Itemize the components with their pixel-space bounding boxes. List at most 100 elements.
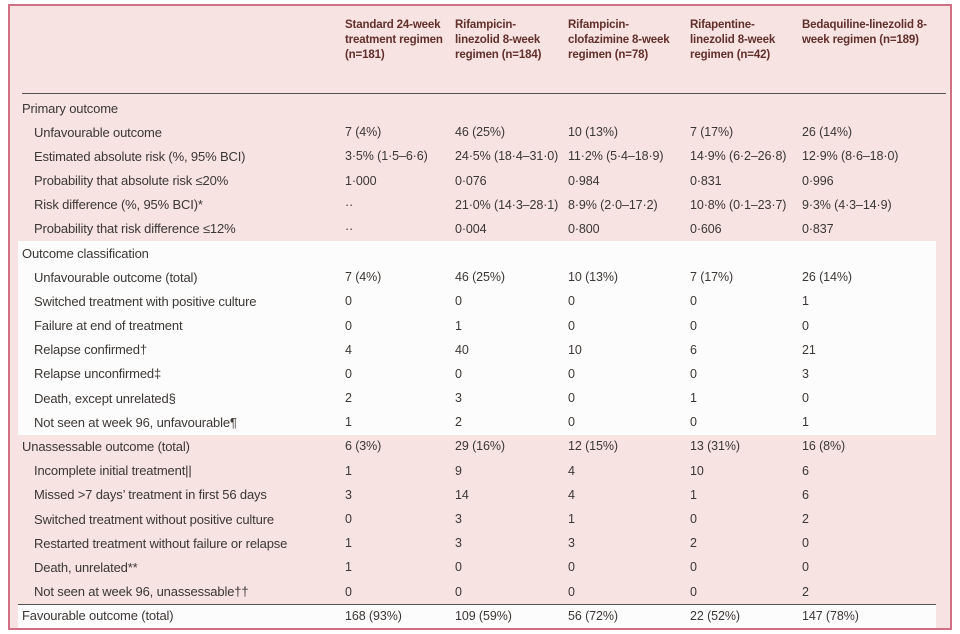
header-rule xyxy=(22,93,946,94)
cell-value: 0 xyxy=(568,294,575,309)
cell-value: 29 (16%) xyxy=(455,439,505,454)
cell-value: 14·9% (6·2–26·8) xyxy=(690,149,787,164)
cell-value: 0·984 xyxy=(568,173,600,188)
cell-value: 0·004 xyxy=(455,221,487,236)
cell-value: 2 xyxy=(455,415,462,430)
cell-value: 9·3% (4·3–14·9) xyxy=(802,197,892,212)
row-label: Relapse unconfirmed‡ xyxy=(34,366,162,382)
cell-value: 0 xyxy=(690,294,697,309)
cell-value: 0·076 xyxy=(455,173,487,188)
table-row: Probability that risk difference ≤12% ·· 0… xyxy=(10,217,950,241)
row-label: Not seen at week 96, unassessable†† xyxy=(34,584,249,600)
cell-value: 0 xyxy=(690,584,697,599)
cell-value: 0 xyxy=(568,318,575,333)
cell-value: 6 (3%) xyxy=(345,439,382,454)
table-row: Not seen at week 96, unassessable†† 0 0 0 0 2 xyxy=(10,579,950,603)
table-row: Death, unrelated** 1 0 0 0 0 xyxy=(10,555,950,579)
cell-value: 0 xyxy=(568,560,575,575)
cell-value: 10 (13%) xyxy=(568,270,618,285)
cell-value: 0 xyxy=(345,294,352,309)
cell-value: 24·5% (18·4–31·0) xyxy=(455,149,559,164)
row-label: Unfavourable outcome (total) xyxy=(34,269,198,285)
cell-value: 7 (17%) xyxy=(690,125,734,140)
cell-value: 3 xyxy=(455,512,462,526)
cell-value: 10·8% (0·1–23·7) xyxy=(690,197,787,212)
column-header-4: Rifapentine-linezolid 8-week regimen (n=… xyxy=(690,19,776,62)
cell-value: 1 xyxy=(345,560,352,575)
table-row: Favourable outcome (total) 168 (93%) 109 (… xyxy=(10,604,950,628)
cell-value: 10 xyxy=(568,342,582,357)
row-label: Probability that risk difference ≤12% xyxy=(34,221,236,237)
row-label: Probability that absolute risk ≤20% xyxy=(34,173,229,189)
row-label: Risk difference (%, 95% BCI)* xyxy=(34,197,203,213)
table-row: Outcome classification xyxy=(10,241,950,265)
cell-value: 7 (17%) xyxy=(690,270,734,285)
cell-value: 12 (15%) xyxy=(568,439,618,454)
cell-value: 0·831 xyxy=(690,173,722,188)
cell-value: 0 xyxy=(802,560,809,575)
cell-value: 1 xyxy=(690,391,697,406)
cell-value: 2 xyxy=(802,512,809,526)
table-row: Unfavourable outcome (total) 7 (4%) 46 (25… xyxy=(10,265,950,289)
cell-value: 10 xyxy=(690,463,704,478)
table-row: Incomplete initial treatment|| 1 9 4 10 6 xyxy=(10,459,950,483)
cell-value: 46 (25%) xyxy=(455,125,505,140)
cell-value: ·· xyxy=(345,197,354,212)
cell-value: 2 xyxy=(690,536,697,551)
cell-value: 7 (4%) xyxy=(345,270,382,285)
cell-value: 0 xyxy=(345,318,352,333)
cell-value: 0 xyxy=(455,584,462,599)
table-body: Primary outcome Unfavourable outcome 7 (4%… xyxy=(10,96,950,628)
column-header-1: Standard 24-week treatment regimen (n=18… xyxy=(345,19,443,62)
cell-value: 0 xyxy=(802,536,809,551)
highlight-band-2 xyxy=(18,603,936,628)
table-row: Estimated absolute risk (%, 95% BCI) 3·5%… xyxy=(10,144,950,168)
cell-value: 1 xyxy=(690,487,697,502)
cell-value: 1 xyxy=(568,512,575,526)
cell-value: 0·837 xyxy=(802,221,834,236)
cell-value: 3·5% (1·5–6·6) xyxy=(345,149,428,164)
table-row: Unassessable outcome (total) 6 (3%) 29 (16… xyxy=(10,434,950,458)
cell-value: 14 xyxy=(455,487,469,502)
cell-value: 1 xyxy=(802,294,809,309)
cell-value: 0 xyxy=(690,415,697,430)
row-label: Unfavourable outcome xyxy=(34,124,162,140)
section-row-label: Primary outcome xyxy=(22,100,118,116)
cell-value: 21 xyxy=(802,342,816,357)
table-row: Relapse confirmed† 4 40 10 6 21 xyxy=(10,338,950,362)
cell-value: 46 (25%) xyxy=(455,270,505,285)
cell-value: 3 xyxy=(568,536,575,551)
cell-value: 0 xyxy=(690,318,697,333)
cell-value: 0 xyxy=(568,391,575,406)
table-row: Probability that absolute risk ≤20% 1·000… xyxy=(10,169,950,193)
table-row: Not seen at week 96, unfavourable¶ 1 2 0 0 1 xyxy=(10,410,950,434)
cell-value: ·· xyxy=(345,221,354,236)
cell-value: 3 xyxy=(455,536,462,551)
cell-value: 13 (31%) xyxy=(690,439,740,454)
cell-value: 0 xyxy=(690,366,697,381)
row-label: Incomplete initial treatment|| xyxy=(34,463,192,479)
table-frame: Standard 24-week treatment regimen (n=18… xyxy=(8,4,952,630)
cell-value: 0 xyxy=(345,584,352,599)
row-label: Death, except unrelated§ xyxy=(34,390,176,406)
cell-value: 7 (4%) xyxy=(345,125,382,140)
highlight-band-1 xyxy=(18,241,936,435)
cell-value: 0 xyxy=(568,584,575,599)
cell-value: 0 xyxy=(690,512,697,526)
table-row: Death, except unrelated§ 2 3 0 1 0 xyxy=(10,386,950,410)
row-label: Estimated absolute risk (%, 95% BCI) xyxy=(34,148,246,164)
row-label: Failure at end of treatment xyxy=(34,318,183,334)
section-row-label: Favourable outcome (total) xyxy=(22,608,174,624)
cell-value: 4 xyxy=(568,463,575,478)
cell-value: 3 xyxy=(802,366,809,381)
cell-value: 21·0% (14·3–28·1) xyxy=(455,197,559,212)
cell-value: 0 xyxy=(345,512,352,526)
section-row-label: Unassessable outcome (total) xyxy=(22,438,190,454)
cell-value: 1 xyxy=(455,318,462,333)
cell-value: 109 (59%) xyxy=(455,608,512,623)
cell-value: 3 xyxy=(455,391,462,406)
cell-value: 12·9% (8·6–18·0) xyxy=(802,149,899,164)
table-row: Unfavourable outcome 7 (4%) 46 (25%) 10 (13… xyxy=(10,120,950,144)
table-row: Failure at end of treatment 0 1 0 0 0 xyxy=(10,314,950,338)
cell-value: 6 xyxy=(802,463,809,478)
